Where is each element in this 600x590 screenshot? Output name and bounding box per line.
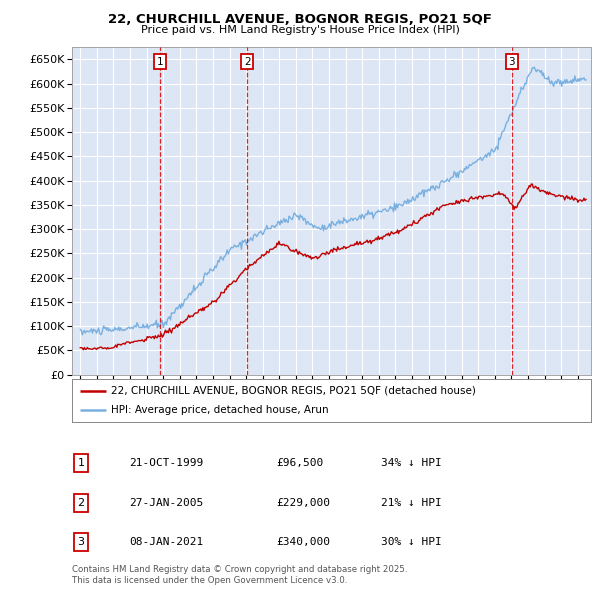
- Text: 34% ↓ HPI: 34% ↓ HPI: [381, 458, 442, 468]
- Text: Price paid vs. HM Land Registry's House Price Index (HPI): Price paid vs. HM Land Registry's House …: [140, 25, 460, 35]
- Text: 3: 3: [509, 57, 515, 67]
- Text: 22, CHURCHILL AVENUE, BOGNOR REGIS, PO21 5QF (detached house): 22, CHURCHILL AVENUE, BOGNOR REGIS, PO21…: [111, 386, 476, 396]
- Text: 1: 1: [157, 57, 163, 67]
- Text: HPI: Average price, detached house, Arun: HPI: Average price, detached house, Arun: [111, 405, 329, 415]
- Text: £340,000: £340,000: [276, 537, 330, 546]
- Text: 27-JAN-2005: 27-JAN-2005: [129, 498, 203, 507]
- Text: 1: 1: [77, 458, 85, 468]
- Text: 21% ↓ HPI: 21% ↓ HPI: [381, 498, 442, 507]
- Text: 21-OCT-1999: 21-OCT-1999: [129, 458, 203, 468]
- Text: 08-JAN-2021: 08-JAN-2021: [129, 537, 203, 546]
- Text: £229,000: £229,000: [276, 498, 330, 507]
- Text: 22, CHURCHILL AVENUE, BOGNOR REGIS, PO21 5QF: 22, CHURCHILL AVENUE, BOGNOR REGIS, PO21…: [108, 13, 492, 26]
- Text: 2: 2: [244, 57, 251, 67]
- Text: 2: 2: [77, 498, 85, 507]
- Text: 30% ↓ HPI: 30% ↓ HPI: [381, 537, 442, 546]
- Text: Contains HM Land Registry data © Crown copyright and database right 2025.
This d: Contains HM Land Registry data © Crown c…: [72, 565, 407, 585]
- Text: 3: 3: [77, 537, 85, 546]
- Text: £96,500: £96,500: [276, 458, 323, 468]
